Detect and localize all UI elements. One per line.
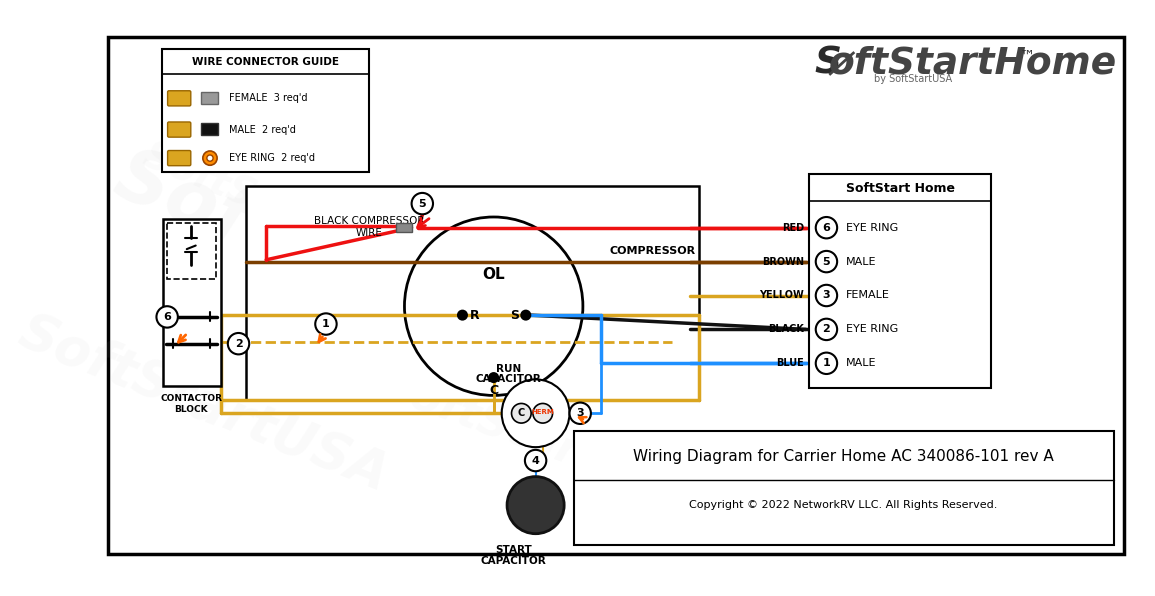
Text: EYE RING  2 req'd: EYE RING 2 req'd	[229, 153, 314, 163]
Text: R: R	[470, 309, 479, 322]
Circle shape	[501, 380, 569, 447]
Text: C: C	[489, 384, 498, 396]
Bar	[167, 224, 216, 278]
Text: S: S	[814, 45, 842, 82]
Text: MALE  2 req'd: MALE 2 req'd	[229, 125, 296, 135]
Circle shape	[203, 151, 217, 165]
Text: START: START	[495, 545, 531, 555]
Text: HERM: HERM	[531, 409, 554, 415]
Circle shape	[815, 353, 837, 374]
Text: 1: 1	[822, 358, 830, 368]
Text: BLACK: BLACK	[768, 324, 804, 334]
Circle shape	[507, 477, 564, 533]
Text: EYE RING: EYE RING	[847, 324, 899, 334]
Text: 3: 3	[822, 290, 830, 300]
Text: OL: OL	[483, 268, 505, 283]
Text: 5: 5	[822, 257, 830, 266]
Circle shape	[459, 311, 467, 319]
Text: BLUE: BLUE	[776, 358, 804, 368]
Text: 6: 6	[163, 312, 171, 322]
Text: øftStartHome: øftStartHome	[828, 45, 1117, 82]
Bar	[395, 224, 411, 232]
Circle shape	[524, 450, 546, 471]
Text: CONTACTOR: CONTACTOR	[161, 395, 222, 403]
Bar	[246, 186, 699, 400]
Circle shape	[815, 319, 837, 340]
Text: WIRE: WIRE	[356, 228, 382, 238]
Bar	[162, 49, 368, 172]
Bar	[201, 123, 218, 135]
Circle shape	[815, 285, 837, 306]
Circle shape	[207, 155, 213, 162]
Text: 1: 1	[322, 319, 330, 329]
Text: ™: ™	[1020, 49, 1035, 64]
Text: 4: 4	[531, 455, 539, 465]
Text: WIRE CONNECTOR GUIDE: WIRE CONNECTOR GUIDE	[192, 57, 338, 67]
Circle shape	[532, 403, 552, 423]
Text: CAPACITOR: CAPACITOR	[480, 556, 546, 566]
Circle shape	[156, 306, 178, 328]
Text: SoftStartUSA: SoftStartUSA	[374, 363, 702, 517]
Text: C: C	[517, 408, 526, 418]
Bar	[163, 219, 221, 386]
Text: SoftStart Home: SoftStart Home	[845, 182, 954, 195]
Text: FEMALE  3 req'd: FEMALE 3 req'd	[229, 94, 307, 103]
Circle shape	[815, 251, 837, 272]
Circle shape	[228, 333, 249, 355]
Text: FEMALE: FEMALE	[847, 290, 891, 300]
Text: S: S	[509, 309, 519, 322]
Text: by SoftStartUSA: by SoftStartUSA	[874, 74, 952, 83]
Text: SoftStartUSA: SoftStartUSA	[137, 136, 422, 280]
Text: Wiring Diagram for Carrier Home AC 340086-101 rev A: Wiring Diagram for Carrier Home AC 34008…	[633, 449, 1053, 464]
Text: YELLOW: YELLOW	[759, 290, 804, 300]
FancyBboxPatch shape	[167, 91, 191, 106]
Text: 6: 6	[822, 223, 830, 232]
Text: RUN: RUN	[497, 364, 521, 374]
Text: RED: RED	[782, 223, 804, 232]
Text: MALE: MALE	[847, 358, 877, 368]
Text: EYE RING: EYE RING	[847, 223, 899, 232]
Circle shape	[490, 373, 498, 382]
Circle shape	[404, 217, 583, 395]
Circle shape	[411, 193, 433, 215]
Text: SoftStartUSA: SoftStartUSA	[104, 141, 651, 418]
Text: SoftStartUSA: SoftStartUSA	[12, 306, 396, 502]
Text: BLOCK: BLOCK	[174, 405, 208, 414]
Circle shape	[815, 217, 837, 238]
Text: BLACK COMPRESSOR: BLACK COMPRESSOR	[313, 216, 424, 226]
Circle shape	[512, 403, 531, 423]
Circle shape	[315, 313, 336, 335]
FancyBboxPatch shape	[167, 151, 191, 166]
Text: CAPACITOR: CAPACITOR	[476, 374, 542, 384]
Text: 2: 2	[234, 339, 243, 349]
Text: Copyright © 2022 NetworkRV LLC. All Rights Reserved.: Copyright © 2022 NetworkRV LLC. All Righ…	[690, 500, 998, 510]
Bar	[201, 92, 218, 104]
Bar	[808, 174, 991, 388]
Bar	[574, 431, 1113, 545]
Circle shape	[569, 402, 591, 424]
Text: 3: 3	[576, 408, 584, 418]
FancyBboxPatch shape	[167, 122, 191, 137]
Circle shape	[521, 311, 530, 319]
Text: COMPRESSOR: COMPRESSOR	[610, 246, 695, 256]
Text: BROWN: BROWN	[762, 257, 804, 266]
Text: 2: 2	[822, 324, 830, 334]
Text: MALE: MALE	[847, 257, 877, 266]
Text: 5: 5	[418, 198, 426, 209]
